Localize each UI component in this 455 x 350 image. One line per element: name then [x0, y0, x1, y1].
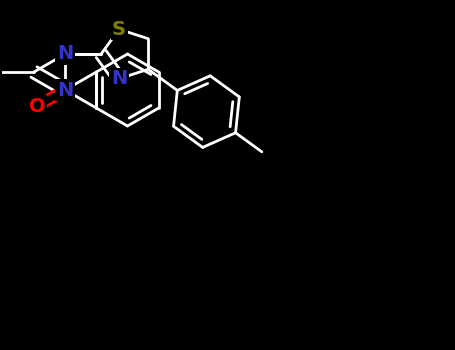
Text: O: O	[29, 97, 46, 116]
Text: N: N	[57, 44, 73, 63]
Text: S: S	[112, 20, 126, 39]
Text: N: N	[111, 69, 127, 88]
Text: N: N	[57, 80, 73, 99]
